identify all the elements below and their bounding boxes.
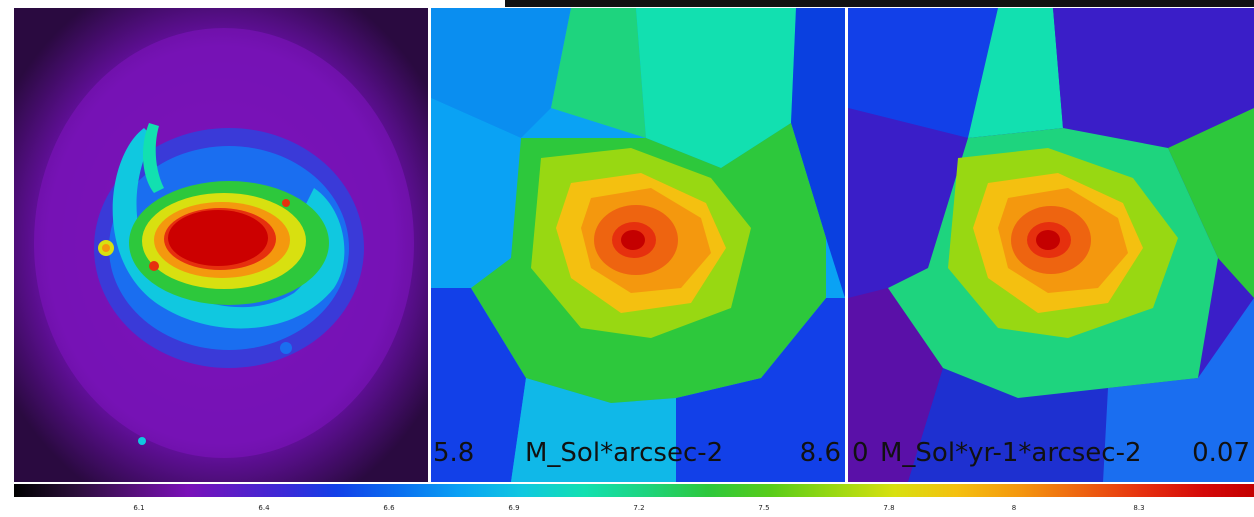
galaxy-image-panel [14, 8, 428, 482]
colorbar-tick: 6.1 [133, 504, 145, 512]
colorbar-tick: 6.9 [508, 504, 520, 512]
colorbar-tick: 6.4 [258, 504, 270, 512]
range-max-label: 0.07 [1192, 438, 1250, 468]
colorbar-tick: 7.2 [633, 504, 645, 512]
range-min-label: 0 [852, 438, 869, 468]
range-min-label: 5.8 [433, 438, 475, 468]
galaxy-image [14, 8, 428, 482]
colorbar [14, 484, 1254, 497]
range-max-label: 8.6 [799, 438, 841, 468]
voronoi-density-map [431, 8, 845, 482]
top-bar [505, 0, 1254, 7]
voronoi-density-panel: 5.8 M_Sol*arcsec-2 8.6 [431, 8, 845, 482]
colorbar-tick: 7.8 [883, 504, 895, 512]
unit-label: M_Sol*yr-1*arcsec-2 [880, 438, 1142, 468]
voronoi-rate-panel: 0 M_Sol*yr-1*arcsec-2 0.07 [848, 8, 1254, 482]
colorbar-tick: 6.6 [383, 504, 395, 512]
colorbar-tick: 8.3 [1133, 504, 1145, 512]
unit-label: M_Sol*arcsec-2 [525, 438, 724, 468]
colorbar-tick: 7.5 [758, 504, 770, 512]
colorbar-tick: 8 [1011, 504, 1017, 512]
voronoi-rate-map [848, 8, 1254, 482]
